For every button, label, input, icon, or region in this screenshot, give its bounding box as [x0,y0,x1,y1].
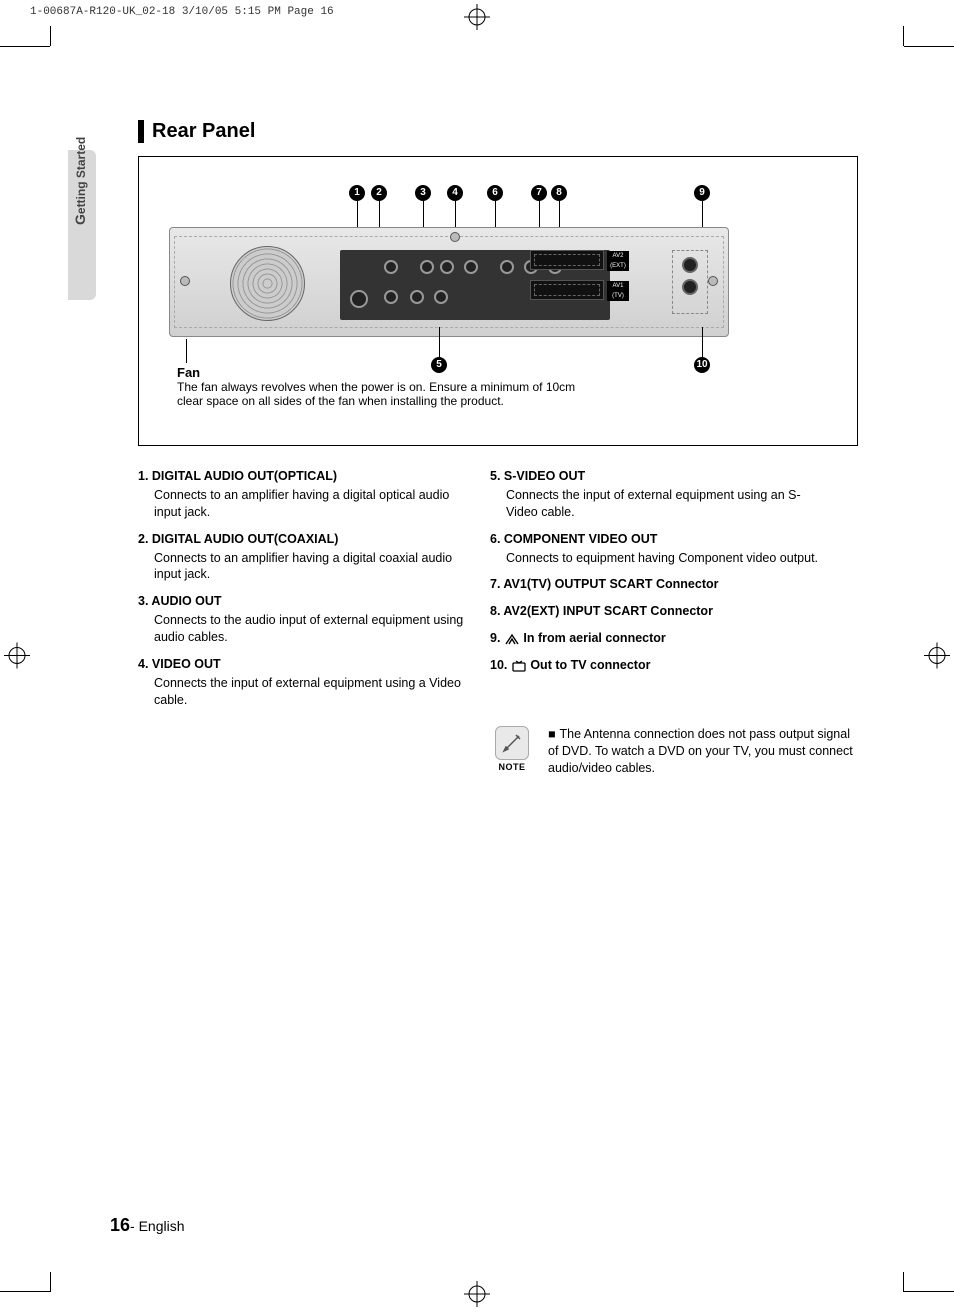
port-icon [350,290,368,308]
callout-10: 10 [694,357,710,373]
print-header: 1-00687A-R120-UK_02-18 3/10/05 5:15 PM P… [30,6,334,18]
scart-block: AV2 (EXT) AV1 (TV) [530,250,610,308]
screw-icon [180,276,190,286]
rear-panel-diagram: 1 2 3 4 6 7 8 9 AV2 (EXT) AV1 ( [138,156,858,446]
list-item: 8. AV2(EXT) INPUT SCART Connector [490,603,820,620]
device-rear-illustration: AV2 (EXT) AV1 (TV) [169,227,729,337]
callout-8: 8 [551,185,567,201]
port-icon [434,290,448,304]
list-item: 6. COMPONENT VIDEO OUTConnects to equipm… [490,531,820,567]
screw-icon [450,232,460,242]
note-label: NOTE [490,762,534,772]
crop-mark [904,46,954,47]
port-icon [420,260,434,274]
description-column-right: 5. S-VIDEO OUTConnects the input of exte… [490,468,820,684]
crop-mark [903,1272,904,1292]
list-item: 1. DIGITAL AUDIO OUT(OPTICAL)Connects to… [138,468,468,521]
registration-mark-icon [924,643,950,674]
screw-icon [708,276,718,286]
section-title: Rear Panel [138,120,255,143]
crop-mark [50,26,51,46]
list-item: 7. AV1(TV) OUTPUT SCART Connector [490,576,820,593]
crop-mark [903,26,904,46]
fan-description: Fan The fan always revolves when the pow… [177,365,577,408]
port-icon [500,260,514,274]
antenna-in-icon [682,257,698,273]
port-icon [384,290,398,304]
note-text: ■ The Antenna connection does not pass o… [548,726,860,777]
antenna-out-icon [682,279,698,295]
callout-7: 7 [531,185,547,201]
list-item: 2. DIGITAL AUDIO OUT(COAXIAL)Connects to… [138,531,468,584]
crop-mark [0,1291,50,1292]
registration-mark-icon [464,1281,490,1312]
callout-6: 6 [487,185,503,201]
page-footer: 16- English [110,1215,185,1236]
callout-1: 1 [349,185,365,201]
list-item: 9. In from aerial connector [490,630,820,647]
fan-icon [230,246,305,321]
section-tab-label: Getting Started [72,137,88,225]
crop-mark [50,1272,51,1292]
port-icon [384,260,398,274]
scart-connector: AV2 (EXT) [530,250,604,270]
crop-mark [904,1291,954,1292]
registration-mark-icon [464,4,490,35]
scart-connector: AV1 (TV) [530,280,604,300]
port-icon [464,260,478,274]
port-icon [410,290,424,304]
list-item: 10. Out to TV connector [490,657,820,674]
note-icon [495,726,529,760]
callout-4: 4 [447,185,463,201]
registration-mark-icon [4,643,30,674]
list-item: 5. S-VIDEO OUTConnects the input of exte… [490,468,820,521]
crop-mark [0,46,50,47]
antenna-block [672,250,708,314]
port-icon [440,260,454,274]
list-item: 3. AUDIO OUTConnects to the audio input … [138,593,468,646]
description-column-left: 1. DIGITAL AUDIO OUT(OPTICAL)Connects to… [138,468,468,719]
list-item: 4. VIDEO OUTConnects the input of extern… [138,656,468,709]
callout-2: 2 [371,185,387,201]
callout-9: 9 [694,185,710,201]
callout-3: 3 [415,185,431,201]
note-box: NOTE ■ The Antenna connection does not p… [490,726,860,777]
